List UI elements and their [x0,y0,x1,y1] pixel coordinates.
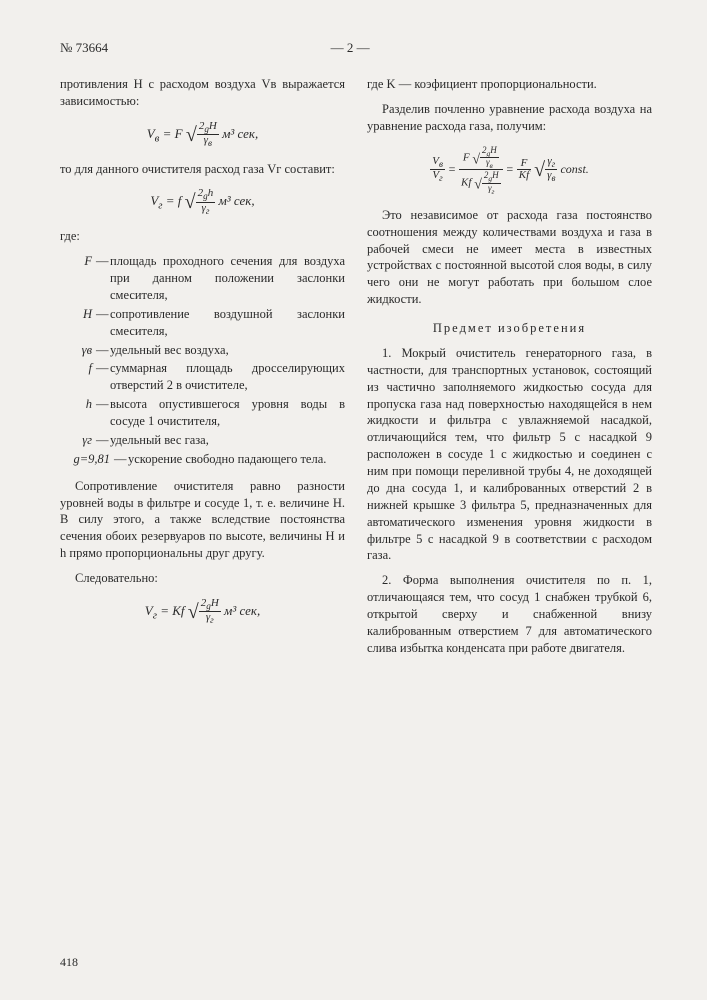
def-row: γв — удельный вес воздуха, [60,342,345,359]
claims-title: Предмет изобретения [367,320,652,337]
def-row: g=9,81 — ускорение свободно падающего те… [60,451,345,468]
def-text: сопротивление воздушной заслонки смесите… [110,306,345,340]
def-sep: — [114,451,128,468]
def-sep: — [96,342,110,359]
def-sym: h [60,396,96,413]
def-text: площадь проходного сечения для воздуха п… [110,253,345,304]
left-p4: Следовательно: [60,570,345,587]
def-text: высота опустившегося уровня воды в сосуд… [110,396,345,430]
page-number: 418 [60,955,78,970]
def-text: удельный вес газа, [110,432,345,449]
left-p1: противления H с расходом воздуха Vв выра… [60,76,345,110]
def-row: F — площадь проходного сечения для возду… [60,253,345,304]
formula-1: Vв = F √2gHγв м³ сек, [60,120,345,149]
left-p3: Сопротивление очистителя равно разности … [60,478,345,562]
claim-2: 2. Форма выполнения очистителя по п. 1, … [367,572,652,656]
right-p2: Разделив почленно уравнение расхода возд… [367,101,652,135]
def-row: f — суммарная площадь дросселирующих отв… [60,360,345,394]
def-text: ускорение свободно падающего тела. [128,451,345,468]
def-text: удельный вес воздуха, [110,342,345,359]
def-sep: — [96,253,110,270]
def-row: h — высота опустившегося уровня воды в с… [60,396,345,430]
def-sym: F [60,253,96,270]
right-p1: где K — коэфициент пропорциональности. [367,76,652,93]
formula-4: VвVг = F √2gHγв Kf √2gHγг = FKf √γгγв co… [367,145,652,195]
page-header: № 73664 — 2 — [60,40,652,56]
def-row: H — сопротивление воздушной заслонки сме… [60,306,345,340]
right-column: где K — коэфициент пропорциональности. Р… [367,76,652,665]
def-text: суммарная площадь дросселирующих отверст… [110,360,345,394]
page-marker: — 2 — [108,40,592,56]
def-sym: γг [60,432,96,449]
def-sym: g=9,81 [60,451,114,468]
def-sep: — [96,396,110,413]
left-p2: то для данного очистителя расход газа Vг… [60,161,345,178]
page: № 73664 — 2 — противления H с расходом в… [0,0,707,1000]
def-sym: f [60,360,96,377]
def-sym: γв [60,342,96,359]
content-columns: противления H с расходом воздуха Vв выра… [60,76,652,665]
right-p3: Это независимое от расхода газа постоянс… [367,207,652,308]
def-sep: — [96,432,110,449]
claim-1: 1. Мокрый очиститель генераторного газа,… [367,345,652,564]
where-label: где: [60,228,345,245]
definitions-list: F — площадь проходного сечения для возду… [60,253,345,468]
def-row: γг — удельный вес газа, [60,432,345,449]
def-sym: H [60,306,96,323]
left-column: противления H с расходом воздуха Vв выра… [60,76,345,665]
formula-3: Vг = Kf √2gHγг м³ сек, [60,597,345,626]
def-sep: — [96,306,110,323]
def-sep: — [96,360,110,377]
formula-2: Vг = f √2ghγг м³ сек, [60,187,345,216]
doc-number: № 73664 [60,40,108,56]
